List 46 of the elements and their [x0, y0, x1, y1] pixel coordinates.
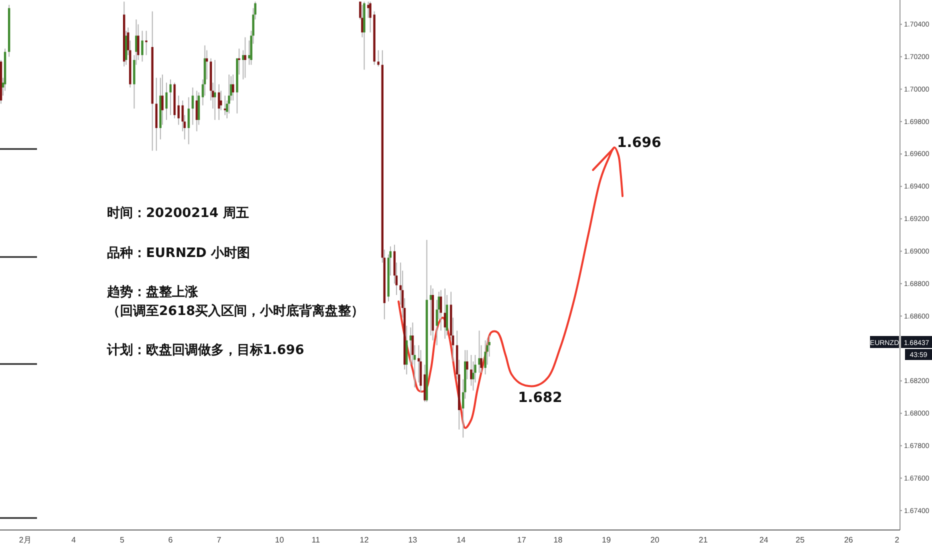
- annotation: （回调至2618买入区间，小时底背离盘整）: [107, 303, 364, 319]
- x-tick-label: 24: [759, 536, 769, 545]
- candlestick: [145, 30, 148, 56]
- x-tick-label: 2: [894, 536, 900, 545]
- x-tick-label: 13: [408, 536, 418, 545]
- x-tick-label: 18: [554, 536, 563, 545]
- x-tick-label: 26: [844, 536, 854, 545]
- x-tick-label: 25: [796, 536, 806, 545]
- annotation: 品种：EURNZD 小时图: [107, 246, 250, 261]
- x-tick-label: 20: [650, 536, 660, 545]
- x-tick-label: 7: [216, 536, 222, 545]
- candlestick: [169, 78, 172, 116]
- candlestick: [377, 50, 380, 67]
- x-tick-label: 4: [71, 536, 76, 545]
- candlestick: [484, 340, 486, 375]
- x-tick-label: 5: [120, 536, 125, 545]
- x-tick-label: 21: [698, 536, 708, 545]
- candlestick: [410, 326, 412, 366]
- candlestick: [177, 95, 180, 126]
- x-tick-label: 12: [360, 536, 370, 545]
- candlestick: [196, 90, 198, 132]
- x-tick-label: 2月: [19, 536, 32, 545]
- annotation: 计划：欧盘回调做多，目标1.696: [106, 343, 304, 358]
- x-tick-label: 14: [456, 536, 466, 545]
- candlestick: [244, 36, 246, 78]
- annotation: 1.696: [617, 135, 662, 151]
- candlestick: [432, 288, 434, 341]
- x-tick-label: 17: [517, 536, 527, 545]
- candlestick: [478, 330, 480, 374]
- candlestick: [188, 96, 190, 145]
- candlestick: [470, 354, 472, 386]
- x-tick-label: 19: [602, 536, 612, 545]
- annotation: 时间：20200214 周五: [107, 206, 249, 221]
- candlestick: [218, 84, 220, 120]
- x-tick-label: 10: [275, 536, 284, 545]
- candlestick: [192, 87, 194, 126]
- candlestick: [430, 284, 432, 336]
- annotation: 趋势：盘整上涨: [106, 284, 199, 300]
- annotation: 1.682: [518, 390, 562, 406]
- candlestick: [232, 74, 234, 101]
- x-tick-label: 11: [312, 536, 321, 545]
- line-series: [398, 146, 624, 429]
- candlestick: [141, 30, 144, 62]
- candlestick: [165, 82, 168, 120]
- x-tick-label: 6: [168, 536, 174, 545]
- candlestick: [440, 290, 442, 332]
